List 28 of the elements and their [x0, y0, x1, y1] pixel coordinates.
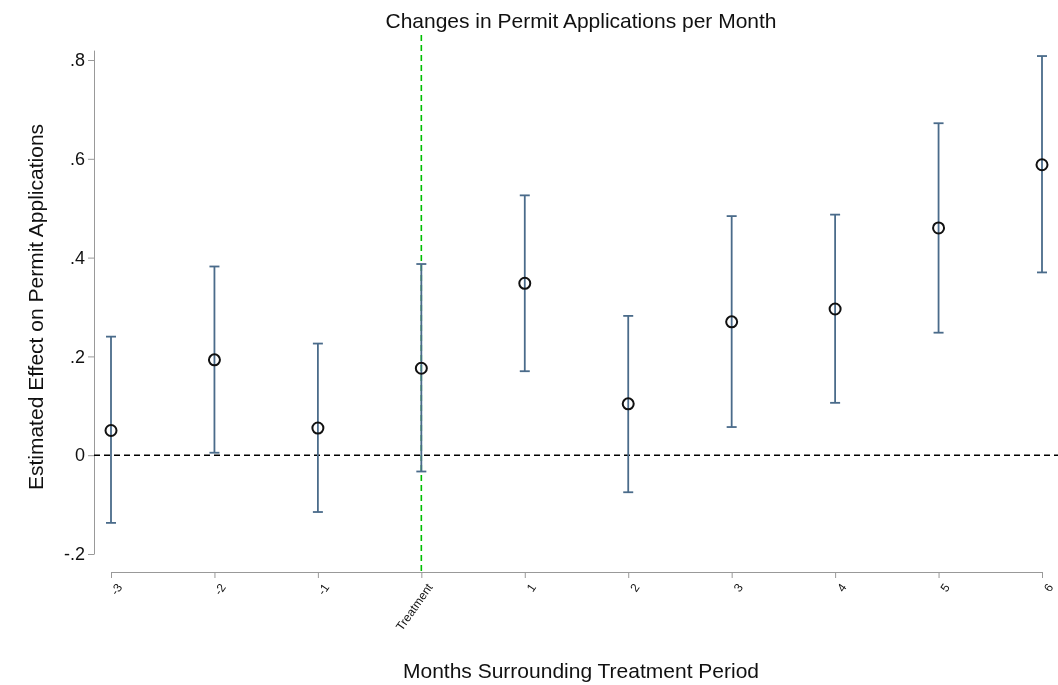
point — [104, 424, 118, 437]
point — [828, 302, 842, 316]
y-tick-label: 0 — [74, 445, 85, 466]
y-tick-label: -.2 — [63, 544, 85, 565]
x-tick-label: 2 — [627, 580, 643, 595]
y-tick-label: .2 — [69, 346, 85, 367]
x-axis-title: Months Surrounding Treatment Period — [402, 659, 760, 682]
point — [414, 361, 428, 375]
x-tick-label: 4 — [834, 580, 850, 595]
chart-title: Changes in Permit Applications per Month — [385, 9, 777, 32]
point — [207, 353, 221, 367]
point — [311, 421, 325, 435]
point — [518, 276, 532, 290]
point — [725, 315, 739, 329]
y-tick-label: .8 — [69, 50, 85, 71]
x-tick-label: -3 — [107, 580, 126, 598]
x-tick-label: -1 — [314, 580, 333, 598]
x-tick-label: 5 — [937, 580, 954, 595]
y-tick-label: .4 — [69, 247, 85, 268]
x-tick-label: 3 — [730, 580, 747, 595]
y-tick-label: .6 — [69, 149, 85, 170]
x-tick-label: 1 — [523, 580, 540, 595]
x-tick-label: -2 — [211, 580, 229, 598]
point — [932, 221, 946, 235]
y-axis-title: Estimated Effect on Permit Applications — [24, 123, 47, 491]
point — [1035, 158, 1049, 172]
x-tick-label: 6 — [1041, 580, 1057, 595]
point — [621, 397, 635, 411]
